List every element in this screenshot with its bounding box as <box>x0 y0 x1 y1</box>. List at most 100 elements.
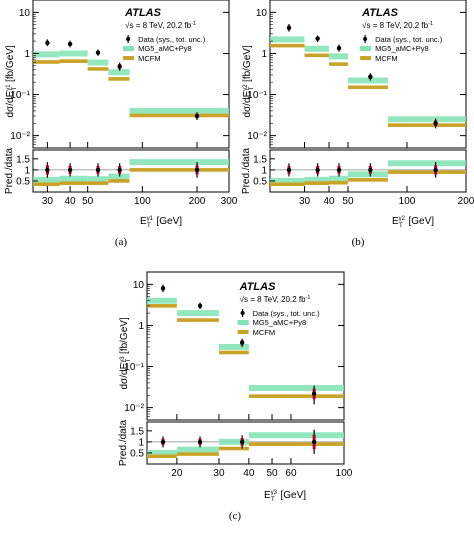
mcfm-band <box>87 67 109 71</box>
y-tick-label: 10 <box>133 280 145 291</box>
ratio-y-axis-label: Pred./data <box>118 419 129 466</box>
data-point <box>315 36 320 41</box>
ratio-mg5-band <box>304 176 330 183</box>
ratio-mcfm-band <box>87 181 109 185</box>
y-tick-label: 10⁻² <box>10 131 30 142</box>
ratio-mg5-band <box>147 449 177 456</box>
y-tick-label: 1 <box>24 49 30 60</box>
atlas-label: ATLAS <box>239 281 277 293</box>
ratio-data-point <box>433 167 438 173</box>
mg5-band <box>33 51 60 58</box>
data-point <box>95 50 101 55</box>
ratio-data-point <box>117 167 122 173</box>
y-tick-label: 10⁻¹ <box>124 362 144 373</box>
ratio-mg5-band <box>129 159 229 166</box>
mcfm-band <box>59 59 88 63</box>
mg5-band <box>329 53 348 60</box>
ratio-y-tick-label: 1.5 <box>130 426 144 437</box>
legend-mg5-swatch <box>237 320 249 325</box>
mg5-band <box>270 36 305 43</box>
ratio-mg5-band <box>176 446 219 453</box>
x-tick-label: 100 <box>134 196 151 207</box>
x-tick-label: 20 <box>171 468 183 479</box>
energy-lumi-label: √s = 8 TeV, 20.2 fb-1 <box>240 295 311 304</box>
data-point <box>336 45 342 51</box>
data-point <box>286 25 292 31</box>
ratio-mcfm-band <box>147 454 177 459</box>
mcfm-band <box>329 62 348 66</box>
x-tick-label: 100 <box>399 196 416 207</box>
ratio-mg5-band <box>87 176 109 183</box>
ratio-y-axis-label: Pred./data <box>4 147 15 194</box>
energy-lumi-label: √s = 8 TeV, 20.2 fb-1 <box>362 21 433 30</box>
x-tick-label: 200 <box>189 196 206 207</box>
y-tick-label: 1 <box>138 321 144 332</box>
mg5-band <box>347 77 389 84</box>
x-tick-label: 50 <box>342 196 354 207</box>
mcfm-band <box>218 350 249 355</box>
panel-caption: (c) <box>229 510 242 522</box>
ratio-mg5-band <box>347 171 389 178</box>
mcfm-band <box>270 43 305 48</box>
x-axis-label: Eγ2 T [GeV] <box>392 216 434 229</box>
main-plot-frame <box>32 0 230 149</box>
ratio-mcfm-band <box>218 446 249 451</box>
y-tick-label: 10 <box>256 8 268 19</box>
ratio-data-point <box>194 167 200 173</box>
ratio-data-point <box>239 439 245 445</box>
y-axis-label: dσ/dEγ2T [fb/GeV] <box>242 45 255 117</box>
legend-mcfm-label: MCFM <box>253 328 276 337</box>
mg5-band <box>147 297 177 304</box>
ratio-y-tick-label: 1.5 <box>253 154 267 165</box>
ratio-mg5-band <box>270 177 305 184</box>
ratio-data-point <box>67 167 73 173</box>
legend-mg5-label: MG5_aMC+Py8 <box>138 44 192 53</box>
ratio-mcfm-band <box>59 181 88 185</box>
ratio-mg5-band <box>108 173 130 180</box>
mg5-band <box>248 385 344 392</box>
ratio-y-tick-label: 1 <box>24 165 30 176</box>
legend-mg5-swatch <box>123 46 135 51</box>
x-tick-label: 200 <box>458 196 474 207</box>
ratio-data-point <box>95 167 101 173</box>
mg5-band <box>129 107 229 114</box>
x-tick-label: 300 <box>221 196 238 207</box>
y-tick-label: 10 <box>19 8 31 19</box>
ratio-mcfm-band <box>347 178 389 182</box>
mg5-band <box>218 343 249 350</box>
x-axis-label: Eγ3 T [GeV] <box>264 490 306 503</box>
data-point <box>433 121 438 126</box>
ratio-mcfm-band <box>129 168 229 172</box>
x-tick-label: 30 <box>42 196 54 207</box>
ratio-data-point <box>336 167 342 173</box>
x-tick-label: 60 <box>285 468 297 479</box>
mcfm-band <box>176 318 219 322</box>
x-axis-label: Eγ1 T [GeV] <box>140 216 182 229</box>
legend-mcfm-label: MCFM <box>375 54 398 63</box>
x-tick-label: 50 <box>82 196 94 207</box>
data-point <box>45 40 50 46</box>
ratio-y-axis-label: Pred./data <box>241 147 252 194</box>
y-tick-label: 10⁻² <box>247 131 267 142</box>
main-plot-frame <box>269 0 467 149</box>
ratio-mg5-band <box>59 175 88 182</box>
ratio-mcfm-band <box>329 180 348 185</box>
ratio-mg5-band <box>329 175 348 182</box>
ratio-mcfm-band <box>388 170 466 174</box>
mcfm-band <box>108 77 130 81</box>
mg5-band <box>108 69 130 76</box>
y-axis-label: dσ/dEγ3T [fb/GeV] <box>119 317 132 389</box>
mg5-band <box>59 50 88 57</box>
legend-data-marker <box>240 311 245 315</box>
data-point <box>160 286 166 291</box>
data-point <box>368 74 373 80</box>
legend-data-label: Data (sys., tot. unc.) <box>375 35 443 44</box>
legend-mcfm-swatch <box>123 56 135 60</box>
ratio-mcfm-band <box>176 452 219 456</box>
x-tick-label: 40 <box>65 196 77 207</box>
x-tick-label: 40 <box>323 196 335 207</box>
